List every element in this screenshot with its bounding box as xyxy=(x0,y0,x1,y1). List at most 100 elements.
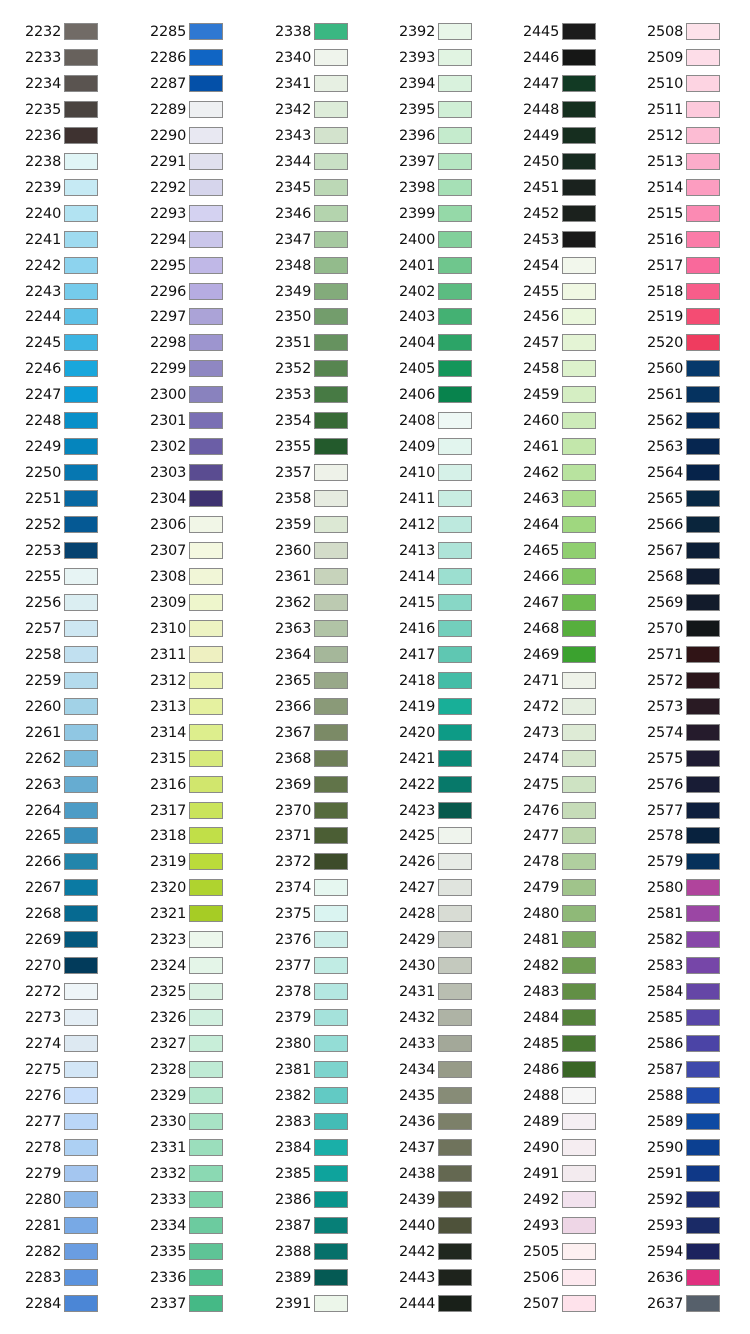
swatch-entry: 2512 xyxy=(647,126,750,146)
swatch-entry: 2302 xyxy=(150,437,260,457)
swatch-code: 2388 xyxy=(275,1243,312,1260)
color-swatch xyxy=(64,516,98,534)
swatch-code: 2236 xyxy=(25,127,62,144)
swatch-entry: 2286 xyxy=(150,48,260,68)
swatch-code: 2334 xyxy=(150,1217,187,1234)
swatch-code: 2253 xyxy=(25,543,62,559)
swatch-code: 2352 xyxy=(275,361,312,378)
swatch-code: 2636 xyxy=(647,1269,684,1286)
color-swatch xyxy=(686,542,720,559)
swatch-entry: 2398 xyxy=(399,178,509,198)
swatch-code: 2413 xyxy=(399,543,436,559)
swatch-entry: 2406 xyxy=(399,385,509,405)
swatch-entry: 2434 xyxy=(399,1060,509,1080)
color-swatch xyxy=(562,775,596,793)
swatch-code: 2346 xyxy=(275,205,312,222)
swatch-code: 2509 xyxy=(647,49,684,66)
swatch-entry: 2329 xyxy=(150,1086,260,1106)
swatch-code: 2454 xyxy=(523,257,560,274)
swatch-code: 2303 xyxy=(150,465,187,482)
color-swatch xyxy=(314,386,348,404)
swatch-entry: 2365 xyxy=(275,671,385,691)
swatch-code: 2564 xyxy=(647,465,684,482)
swatch-entry: 2493 xyxy=(523,1216,633,1236)
color-swatch xyxy=(438,1035,472,1053)
swatch-entry: 2488 xyxy=(523,1086,633,1106)
color-swatch xyxy=(686,1268,720,1286)
swatch-entry: 2513 xyxy=(647,152,750,172)
swatch-entry: 2586 xyxy=(647,1034,750,1054)
swatch-code: 2584 xyxy=(647,984,684,1001)
color-swatch xyxy=(189,593,223,611)
swatch-code: 2586 xyxy=(647,1036,684,1053)
color-swatch xyxy=(64,230,98,248)
swatch-code: 2321 xyxy=(150,906,187,923)
color-swatch xyxy=(189,619,223,637)
swatch-code: 2377 xyxy=(275,958,312,975)
swatch-code: 2404 xyxy=(399,335,436,352)
color-swatch xyxy=(438,516,472,534)
color-swatch xyxy=(438,619,472,637)
swatch-code: 2250 xyxy=(25,465,62,482)
swatch-code: 2244 xyxy=(25,309,62,326)
color-swatch xyxy=(189,204,223,222)
swatch-code: 2279 xyxy=(25,1165,62,1182)
color-swatch xyxy=(562,697,596,715)
color-swatch xyxy=(438,230,472,248)
swatch-entry: 2234 xyxy=(25,74,135,94)
swatch-entry: 2456 xyxy=(523,307,633,327)
swatch-code: 2374 xyxy=(275,880,312,897)
swatch-entry: 2636 xyxy=(647,1268,750,1288)
swatch-code: 2341 xyxy=(275,75,312,92)
color-swatch xyxy=(438,1009,472,1027)
color-swatch xyxy=(314,723,348,741)
swatch-entry: 2394 xyxy=(399,74,509,94)
swatch-code: 2518 xyxy=(647,283,684,300)
swatch-code: 2381 xyxy=(275,1062,312,1078)
color-swatch xyxy=(314,1112,348,1130)
swatch-code: 2476 xyxy=(523,802,560,819)
color-swatch xyxy=(438,671,472,689)
color-swatch xyxy=(189,567,223,585)
color-swatch xyxy=(686,1035,720,1053)
swatch-entry: 2276 xyxy=(25,1086,135,1106)
swatch-entry: 2360 xyxy=(275,541,385,561)
color-swatch xyxy=(64,100,98,118)
swatch-entry: 2343 xyxy=(275,126,385,146)
color-swatch xyxy=(562,567,596,585)
swatch-code: 2485 xyxy=(523,1036,560,1053)
swatch-code: 2563 xyxy=(647,439,684,456)
color-swatch xyxy=(686,48,720,66)
color-swatch xyxy=(64,204,98,222)
swatch-entry: 2374 xyxy=(275,878,385,898)
swatch-code: 2637 xyxy=(647,1295,684,1312)
color-swatch xyxy=(438,126,472,144)
color-swatch xyxy=(686,23,720,40)
swatch-code: 2492 xyxy=(523,1191,560,1208)
swatch-entry: 2274 xyxy=(25,1034,135,1054)
color-swatch xyxy=(314,152,348,170)
swatch-code: 2419 xyxy=(399,698,436,715)
color-swatch xyxy=(314,801,348,819)
color-swatch xyxy=(64,1242,98,1260)
swatch-entry: 2402 xyxy=(399,282,509,302)
swatch-code: 2344 xyxy=(275,153,312,170)
swatch-entry: 2416 xyxy=(399,619,509,639)
color-swatch xyxy=(189,749,223,767)
color-swatch xyxy=(562,152,596,170)
swatch-code: 2472 xyxy=(523,698,560,715)
color-swatch xyxy=(314,464,348,482)
swatch-code: 2267 xyxy=(25,880,62,897)
swatch-entry: 2330 xyxy=(150,1112,260,1132)
color-swatch xyxy=(438,1164,472,1182)
swatch-entry: 2362 xyxy=(275,593,385,613)
color-swatch xyxy=(562,490,596,508)
swatch-entry: 2264 xyxy=(25,801,135,821)
swatch-entry: 2438 xyxy=(399,1164,509,1184)
swatch-code: 2484 xyxy=(523,1010,560,1027)
color-swatch xyxy=(189,282,223,300)
color-swatch xyxy=(189,308,223,326)
swatch-entry: 2408 xyxy=(399,411,509,431)
color-swatch xyxy=(686,464,720,482)
swatch-code: 2246 xyxy=(25,361,62,378)
